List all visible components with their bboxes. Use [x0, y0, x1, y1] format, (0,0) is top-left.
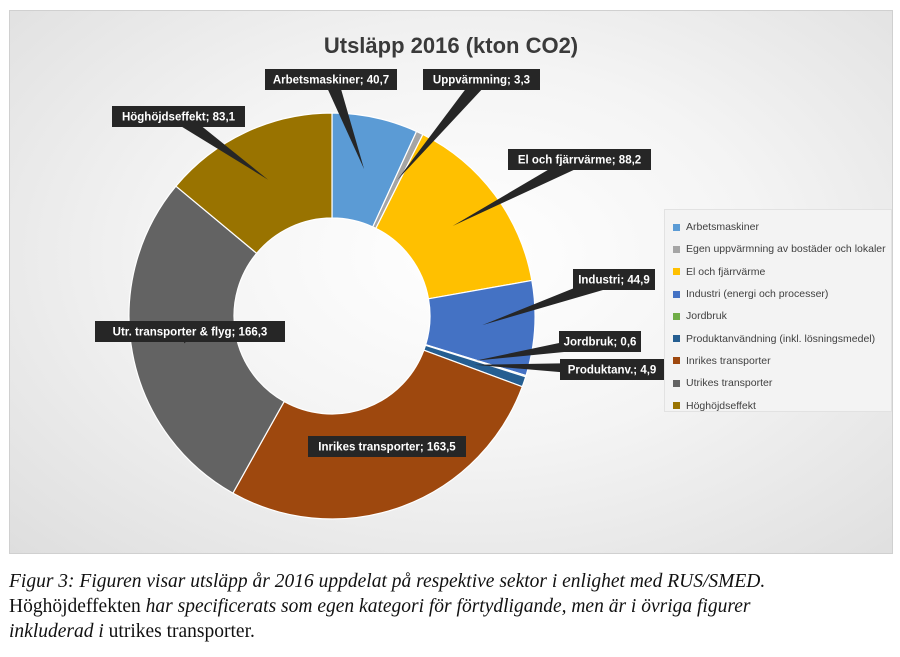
figure-caption: Figur 3: Figuren visar utsläpp år 2016 u…: [9, 569, 889, 644]
legend-label: Höghöjdseffekt: [686, 399, 756, 412]
callout-pointer: [452, 153, 583, 226]
callout-box: [95, 321, 285, 342]
legend-item: Egen uppvärmning av bostäder och lokaler: [665, 238, 891, 260]
callout-box: [573, 269, 655, 290]
legend-label: Arbetsmaskiner: [686, 221, 759, 234]
legend-swatch: [673, 223, 680, 231]
data-label: Arbetsmaskiner; 40,7: [273, 75, 389, 87]
callout-pointer: [174, 110, 269, 180]
legend-swatch: [673, 312, 680, 320]
donut-slice: [232, 349, 524, 520]
legend-swatch: [673, 357, 680, 365]
legend-swatch: [673, 402, 680, 410]
legend-label: Industri (energi och processer): [686, 288, 829, 301]
legend-item: Arbetsmaskiner: [665, 216, 891, 238]
legend-item: El och fjärrvärme: [665, 261, 891, 283]
legend-swatch: [673, 268, 680, 276]
donut-slice: [175, 112, 333, 255]
data-label: Uppvärmning; 3,3: [433, 75, 530, 87]
chart-title: Utsläpp 2016 (kton CO2): [323, 33, 579, 58]
legend-swatch: [673, 379, 680, 387]
legend-item: Jordbruk: [665, 305, 891, 327]
caption-line-2: Höghöjdeffekten har specificerats som eg…: [9, 594, 889, 619]
donut-chart: Arbetsmaskiner; 40,7 Uppvärmning; 3,3 El o…: [95, 69, 664, 520]
legend-label: Utrikes transporter: [686, 377, 773, 390]
legend-item: Inrikes transporter: [665, 350, 891, 372]
legend-item: Utrikes transporter: [665, 372, 891, 394]
data-label: Produktanv.; 4,9: [568, 365, 657, 377]
legend-swatch: [673, 290, 680, 298]
caption-line-2-a: Höghöjdeffekten: [9, 596, 146, 617]
data-label: Jordbruk; 0,6: [564, 337, 637, 349]
legend-label: El och fjärrvärme: [686, 265, 766, 278]
data-label: Industri; 44,9: [578, 275, 650, 287]
callout-box: [560, 359, 664, 380]
caption-line-3-a: inkluderad i: [9, 621, 109, 642]
callout-box: [559, 331, 641, 352]
caption-line-2-b: har specificerats som egen kategori för …: [145, 596, 751, 617]
callout-box: [265, 69, 397, 90]
data-label: El och fjärrvärme; 88,2: [518, 155, 641, 167]
callout-pointer: [324, 77, 365, 169]
legend-item: Produktanvändning (inkl. lösningsmedel): [665, 327, 891, 349]
legend-item: Industri (energi och processer): [665, 283, 891, 305]
data-label: Utr. transporter & flyg; 166,3: [113, 327, 268, 339]
caption-line-1: Figur 3: Figuren visar utsläpp år 2016 u…: [9, 571, 766, 592]
legend-label: Jordbruk: [686, 310, 727, 323]
legend-label: Egen uppvärmning av bostäder och lokaler: [686, 243, 886, 256]
chart-panel: Utsläpp 2016 (kton CO2) Arbetsmaskiner; …: [9, 10, 893, 554]
chart-legend: Arbetsmaskiner Egen uppvärmning av bostäd…: [664, 209, 892, 412]
data-label: Höghöjdseffekt; 83,1: [122, 112, 236, 124]
legend-swatch: [673, 335, 680, 343]
callout-pointer: [397, 75, 487, 181]
callout-box: [308, 436, 466, 457]
callout-box: [112, 106, 245, 127]
legend-label: Inrikes transporter: [686, 354, 771, 367]
legend-label: Produktanvändning (inkl. lösningsmedel): [686, 332, 876, 345]
caption-line-3-b: utrikes transporter.: [108, 621, 255, 642]
data-label: Inrikes transporter; 163,5: [318, 442, 456, 454]
legend-item: Höghöjdseffekt: [665, 394, 891, 416]
caption-line-3: inkluderad i utrikes transporter.: [9, 619, 889, 644]
legend-swatch: [673, 245, 680, 253]
callout-box: [508, 149, 651, 170]
callout-box: [423, 69, 540, 90]
